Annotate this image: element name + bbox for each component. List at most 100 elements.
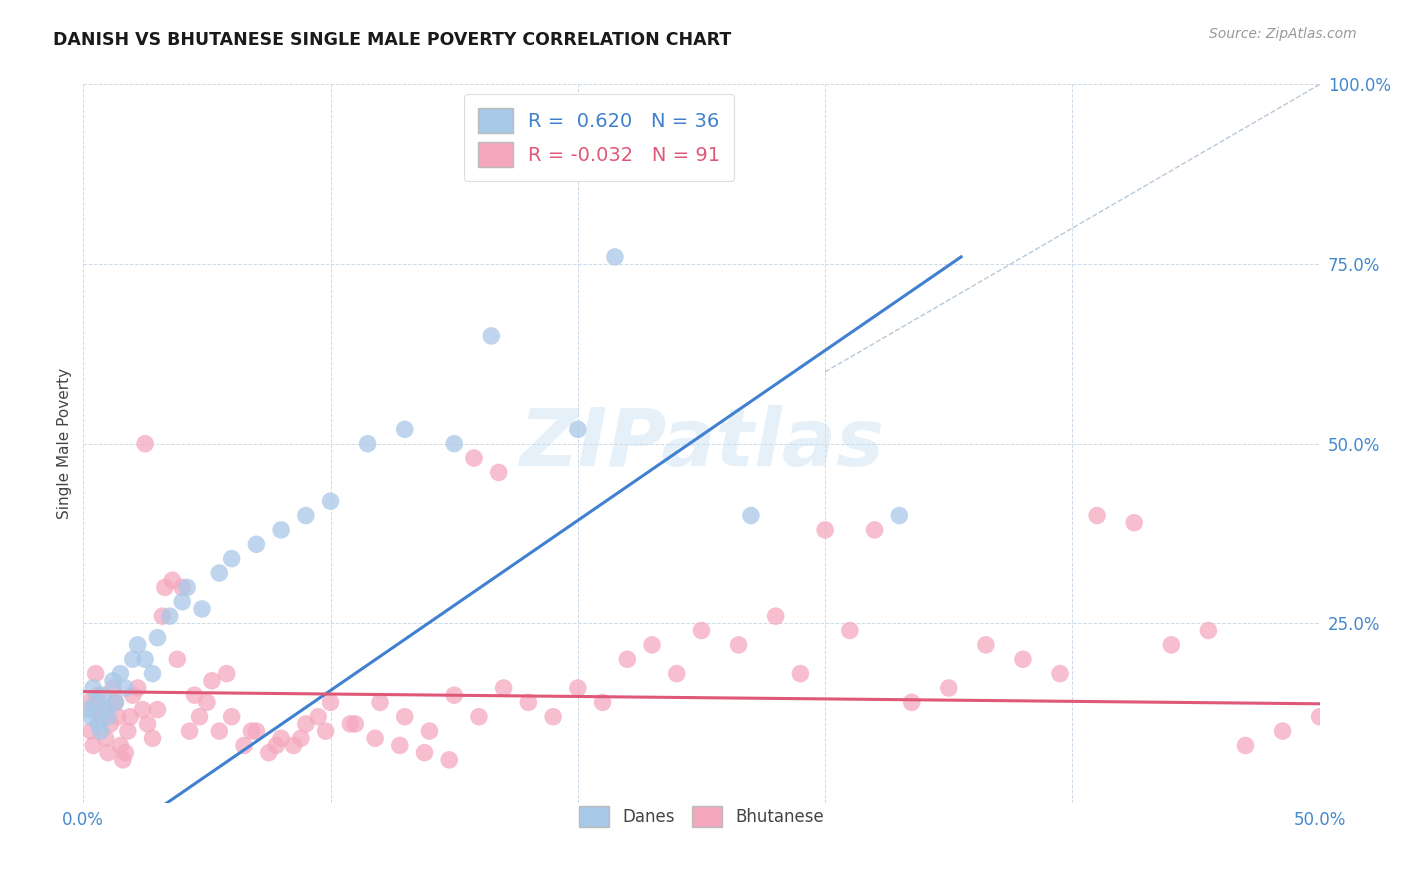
Point: [1085, 508, 1108, 523]
Point: [90, 724, 112, 739]
Point: [356, 436, 378, 450]
Point: [1123, 516, 1146, 530]
Point: [339, 717, 361, 731]
Point: [368, 695, 391, 709]
Point: [136, 717, 159, 731]
Point: [127, 638, 149, 652]
Point: [603, 250, 626, 264]
Point: [82, 739, 104, 753]
Point: [208, 724, 231, 739]
Point: [665, 666, 688, 681]
Point: [838, 624, 860, 638]
Point: [641, 638, 664, 652]
Point: [765, 609, 787, 624]
Point: [201, 673, 224, 688]
Point: [97, 746, 120, 760]
Point: [110, 666, 132, 681]
Point: [215, 666, 238, 681]
Point: [97, 710, 120, 724]
Point: [727, 638, 749, 652]
Point: [418, 724, 440, 739]
Point: [319, 695, 342, 709]
Point: [1197, 624, 1219, 638]
Point: [80, 710, 103, 724]
Point: [176, 581, 198, 595]
Point: [153, 581, 176, 595]
Point: [166, 652, 188, 666]
Point: [517, 695, 540, 709]
Point: [159, 609, 181, 624]
Point: [87, 717, 110, 731]
Text: DANISH VS BHUTANESE SINGLE MALE POVERTY CORRELATION CHART: DANISH VS BHUTANESE SINGLE MALE POVERTY …: [53, 31, 731, 49]
Point: [295, 508, 318, 523]
Point: [394, 422, 416, 436]
Point: [183, 688, 205, 702]
Point: [121, 652, 143, 666]
Point: [814, 523, 837, 537]
Point: [789, 666, 811, 681]
Point: [592, 695, 614, 709]
Point: [690, 624, 713, 638]
Point: [233, 739, 256, 753]
Point: [443, 688, 465, 702]
Point: [221, 710, 243, 724]
Point: [84, 666, 107, 681]
Point: [307, 710, 329, 724]
Point: [120, 710, 142, 724]
Point: [1271, 724, 1294, 739]
Point: [479, 329, 502, 343]
Point: [567, 422, 589, 436]
Point: [117, 724, 139, 739]
Point: [90, 710, 112, 724]
Point: [245, 724, 267, 739]
Point: [179, 724, 201, 739]
Point: [1309, 710, 1331, 724]
Point: [172, 595, 194, 609]
Point: [221, 551, 243, 566]
Point: [567, 681, 589, 695]
Point: [101, 673, 124, 688]
Point: [152, 609, 174, 624]
Point: [492, 681, 515, 695]
Point: [463, 451, 485, 466]
Point: [131, 702, 153, 716]
Point: [84, 695, 107, 709]
Point: [900, 695, 922, 709]
Point: [319, 494, 342, 508]
Point: [101, 681, 124, 695]
Point: [295, 717, 318, 731]
Point: [104, 695, 127, 709]
Point: [240, 724, 263, 739]
Point: [111, 753, 134, 767]
Point: [270, 523, 292, 537]
Point: [264, 739, 287, 753]
Point: [100, 717, 122, 731]
Point: [77, 695, 100, 709]
Point: [889, 508, 911, 523]
Point: [388, 739, 411, 753]
Point: [94, 702, 117, 716]
Point: [110, 739, 132, 753]
Point: [1234, 739, 1257, 753]
Y-axis label: Single Male Poverty: Single Male Poverty: [58, 368, 72, 519]
Legend: Danes, Bhutanese: Danes, Bhutanese: [572, 799, 831, 834]
Point: [188, 710, 211, 724]
Point: [270, 731, 292, 746]
Point: [146, 702, 169, 716]
Point: [208, 566, 231, 580]
Point: [413, 746, 436, 760]
Point: [121, 688, 143, 702]
Point: [91, 702, 114, 716]
Point: [443, 436, 465, 450]
Point: [283, 739, 305, 753]
Point: [344, 717, 367, 731]
Point: [938, 681, 960, 695]
Point: [541, 710, 564, 724]
Point: [315, 724, 337, 739]
Point: [191, 602, 214, 616]
Point: [114, 746, 136, 760]
Point: [134, 436, 156, 450]
Point: [114, 681, 136, 695]
Point: [974, 638, 997, 652]
Point: [87, 688, 110, 702]
